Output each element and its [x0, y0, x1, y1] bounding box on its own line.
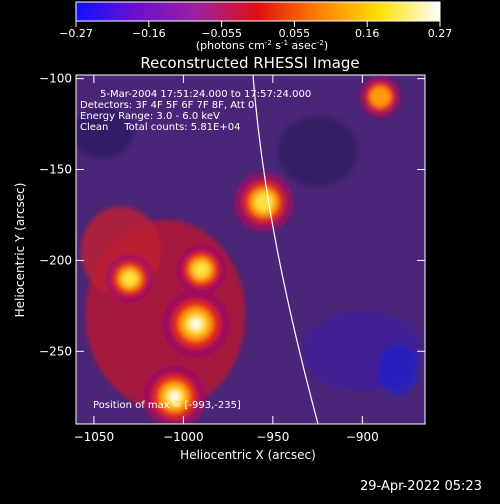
- source-peak: [190, 318, 202, 330]
- position-of-max-text: Position of max = [-993,-235]: [93, 400, 241, 411]
- cool-region: [378, 344, 419, 395]
- y-tick-label: −250: [39, 344, 72, 358]
- energy-range-text: Energy Range: 3.0 - 6.0 keV: [80, 111, 220, 122]
- solar-limb-line: [252, 75, 319, 424]
- plot-annotations: 5-Mar-2004 17:51:24.000 to 17:57:24.000 …: [80, 89, 311, 411]
- heatmap-plot: [76, 75, 425, 424]
- y-axis-label: Heliocentric Y (arcsec): [13, 183, 27, 318]
- colorbar-tick-label: 0.16: [355, 27, 380, 40]
- emission-blobs: [76, 76, 423, 424]
- y-tick-label: −200: [39, 253, 72, 267]
- source-core: [121, 270, 138, 287]
- time-range-text: 5-Mar-2004 17:51:24.000 to 17:57:24.000: [100, 89, 311, 100]
- x-tick-label: −1050: [74, 430, 115, 444]
- x-axis-label: Heliocentric X (arcsec): [180, 448, 316, 462]
- colorbar-tick-label: −0.27: [59, 27, 93, 40]
- colorbar-ticks: −0.27 −0.16 −0.055 0.055 0.16 0.27: [59, 21, 452, 40]
- x-axis: −1050 −1000 −950 −900: [74, 75, 379, 444]
- colorbar: −0.27 −0.16 −0.055 0.055 0.16 0.27 (photons c…: [59, 1, 452, 52]
- source-core: [193, 261, 210, 278]
- x-tick-label: −1000: [163, 430, 204, 444]
- source-peak: [169, 391, 180, 402]
- y-axis: −100 −150 −200 −250: [39, 72, 425, 358]
- colorbar-unit: (photons cm-2 s-1 asec-2): [196, 39, 328, 52]
- detectors-text: Detectors: 3F 4F 5F 6F 7F 8F, Att 0: [80, 100, 254, 111]
- colorbar-tick-label: −0.055: [201, 27, 242, 40]
- dark-region: [76, 108, 133, 159]
- source-core: [254, 192, 274, 212]
- y-tick-label: −150: [39, 163, 72, 177]
- x-tick-label: −950: [256, 430, 289, 444]
- clean-counts-text: Clean Total counts: 5.81E+04: [80, 122, 240, 133]
- footer-timestamp: 29-Apr-2022 05:23: [360, 479, 482, 494]
- colorbar-tick-label: 0.055: [279, 27, 311, 40]
- colorbar-tick-label: 0.27: [428, 27, 453, 40]
- chart-title: Reconstructed RHESSI Image: [140, 54, 359, 72]
- colorbar-strip: [75, 1, 441, 22]
- x-tick-label: −900: [346, 430, 379, 444]
- colorbar-tick-label: −0.16: [132, 27, 166, 40]
- dark-region: [277, 116, 358, 187]
- source-ring: [369, 86, 391, 108]
- y-tick-label: −100: [39, 72, 72, 86]
- plot-frame: [75, 74, 426, 425]
